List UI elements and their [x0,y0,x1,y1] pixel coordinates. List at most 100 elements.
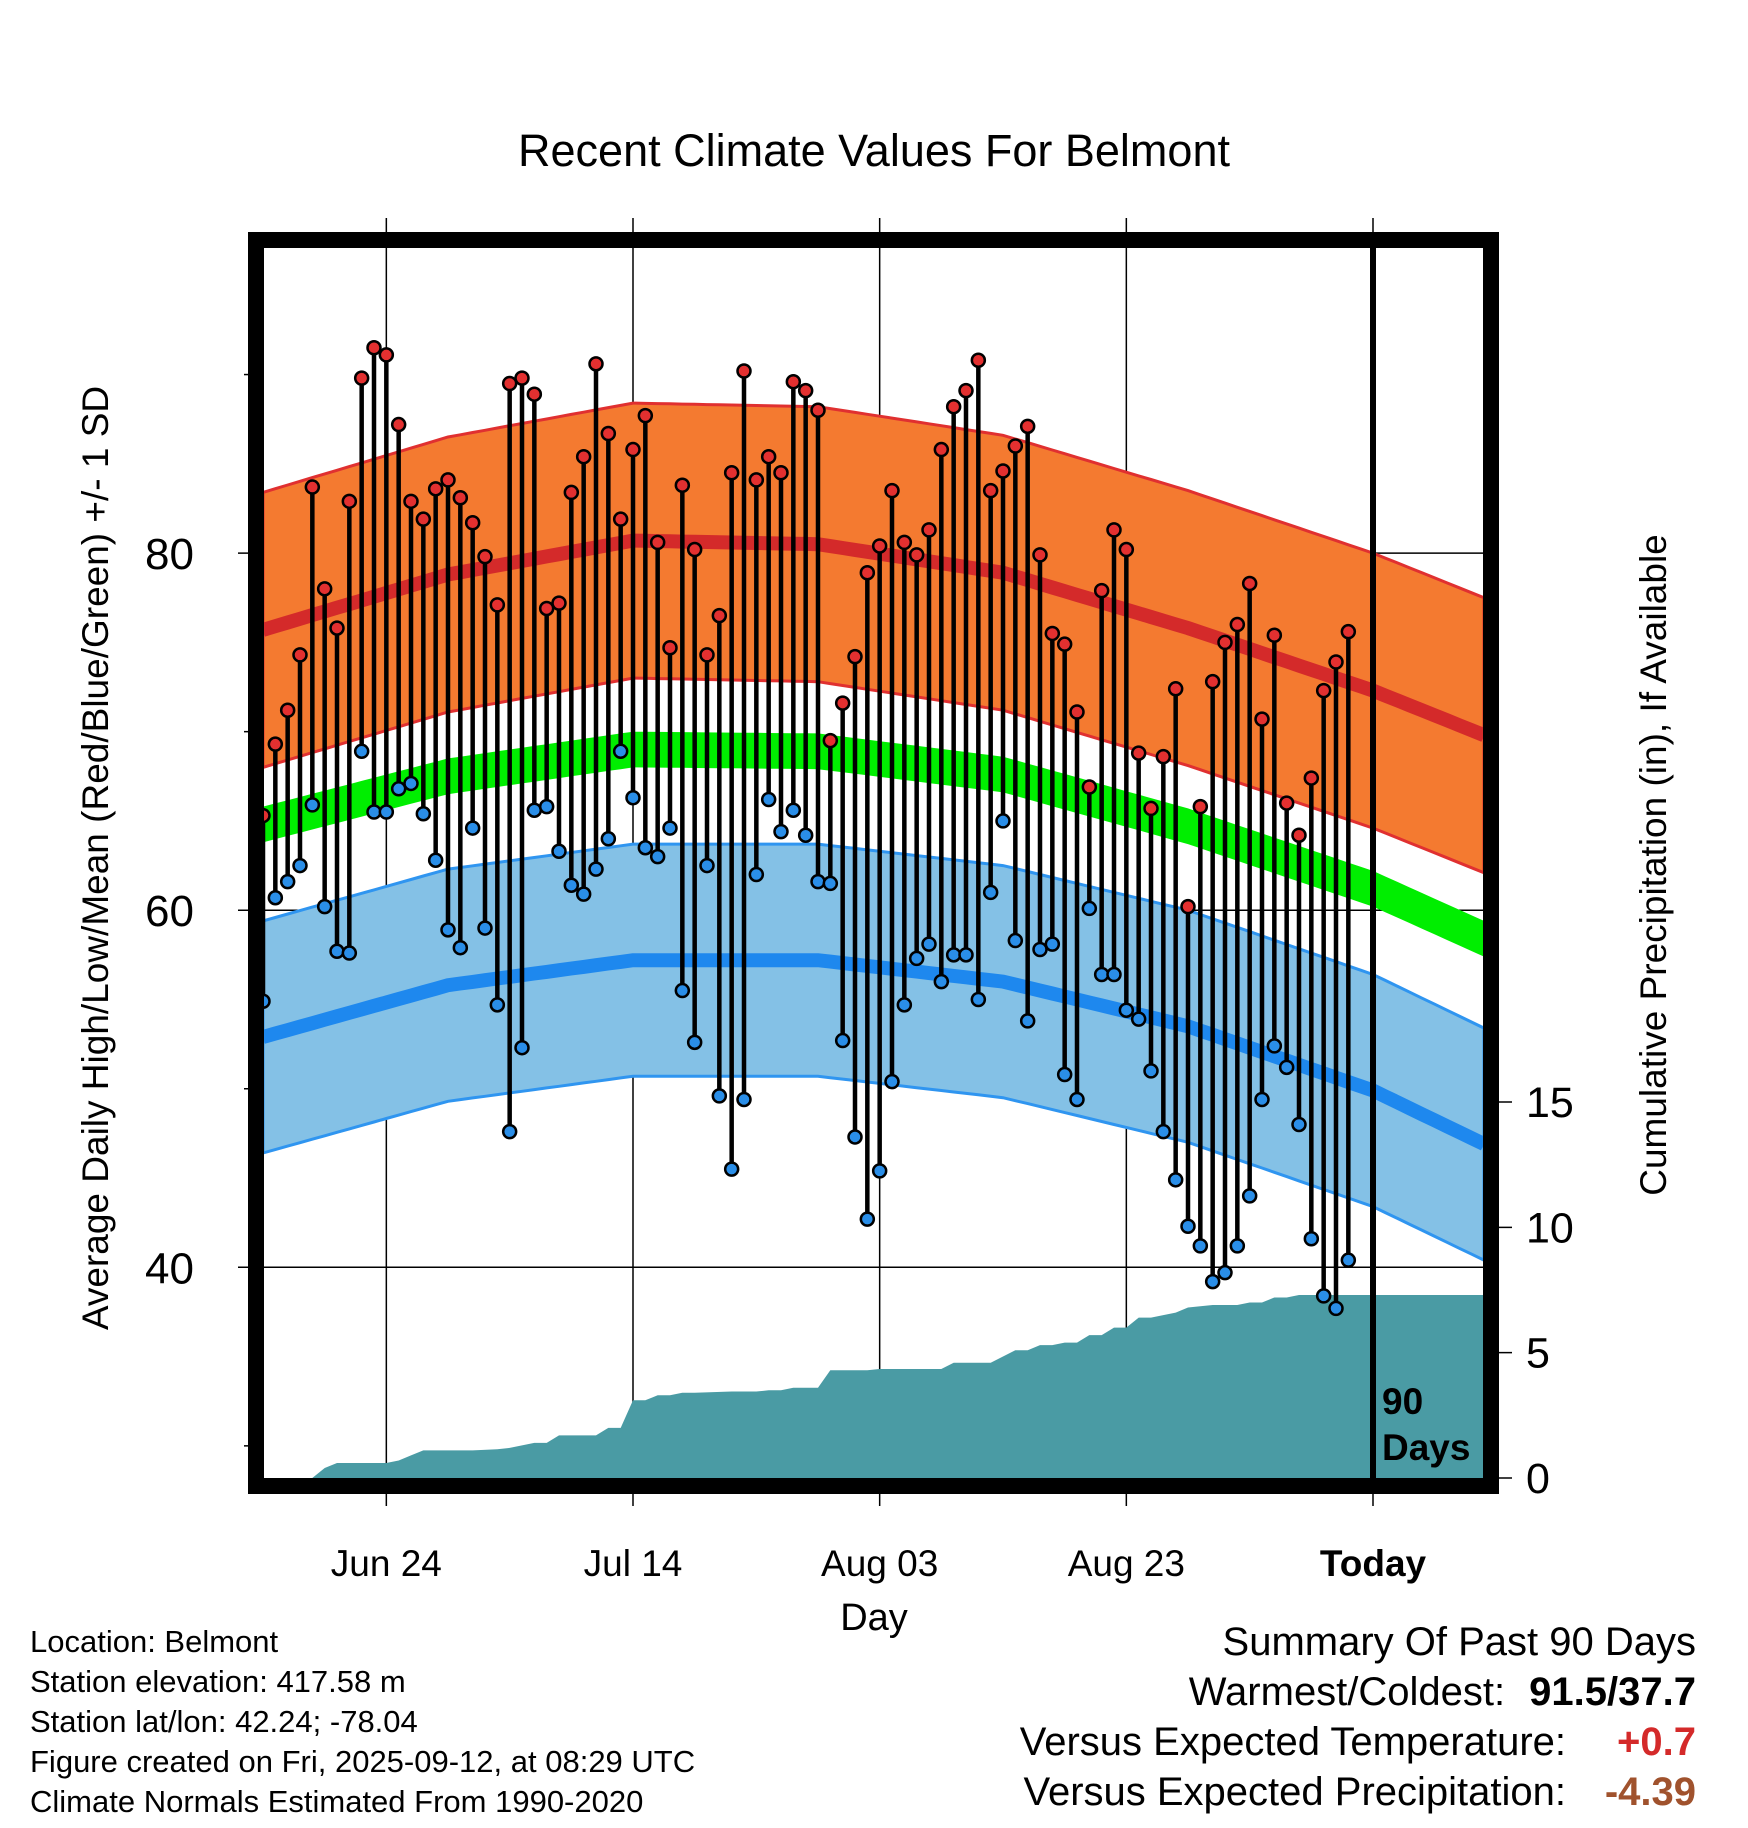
daily-high-point [958,382,974,399]
daily-high-point [366,340,382,356]
daily-low-point [847,1129,863,1145]
daily-low-point [415,806,432,822]
daily-low-point [263,993,271,1010]
daily-low-point [1204,1273,1221,1290]
daily-low-point [600,831,617,847]
daily-high-point [464,515,481,531]
daily-low-point [1229,1238,1246,1254]
daily-high-point [551,595,567,611]
daily-low-point [958,947,974,963]
slash-separator: / [1607,1670,1619,1714]
daily-high-point [1143,800,1159,817]
warmest-coldest-row: Warmest/Coldest: 91.5/37.7 [796,1667,1696,1717]
y2-tick-label: 0 [1526,1455,1550,1503]
y-axis-label: Average Daily High/Low/Mean (Red/Blue/Gr… [75,386,116,1330]
daily-low-point [797,827,814,843]
daily-low-point [1069,1091,1085,1108]
daily-high-point [1007,438,1024,454]
high-normal-line [263,533,1484,742]
daily-low-point [341,945,358,961]
daily-high-point [1167,681,1184,697]
daily-low-point [514,1039,530,1056]
daily-low-point [477,920,493,936]
precip-departure-value: -4.39 [1604,1770,1696,1814]
daily-low-point [1143,1063,1159,1079]
warmest-coldest-label: Warmest/Coldest: [1188,1670,1506,1714]
precip-label: Versus Expected Precipitation: [1023,1770,1566,1814]
daily-low-point [1278,1059,1295,1076]
normals-text: Climate Normals Estimated From 1990-2020 [30,1784,644,1819]
daily-low-point [353,743,370,760]
daily-high-point [1069,704,1085,720]
daily-low-point [390,781,407,797]
daily-high-point [785,373,802,390]
daily-high-point [1315,682,1332,699]
daily-low-point [1007,932,1024,949]
daily-high-point [440,472,456,488]
daily-low-point [452,939,469,956]
daily-high-point [501,375,518,392]
daily-high-point [995,463,1011,479]
daily-high-point [1093,582,1110,599]
daily-high-point [1155,748,1172,765]
daily-low-point [526,802,543,818]
daily-low-point [501,1123,518,1140]
daily-low-point [711,1088,728,1104]
daily-high-point [921,522,937,538]
daily-high-point [1328,654,1344,670]
daily-high-point [489,597,506,613]
daily-low-point [625,789,641,806]
y2-tick-label: 5 [1526,1330,1550,1378]
daily-low-point [1130,1011,1147,1027]
daily-high-point [1130,745,1147,761]
daily-high-point [773,465,789,481]
daily-low-point [563,877,580,893]
daily-high-point [625,441,641,458]
low-sd-band [263,842,1484,1262]
axes: 40 60 80 0 5 10 15 Jun 24 Jul 14 Aug 03 Aug 23 Toda… [145,373,1574,1584]
daily-low-point [834,1032,851,1049]
daily-low-point [1180,1218,1196,1234]
daily-high-point [575,448,592,465]
daily-low-point [674,982,691,999]
x-tick-label: Jun 24 [331,1543,442,1584]
daily-low-point [329,943,345,960]
daily-high-point [1303,770,1320,786]
daily-low-point [982,884,999,901]
temp-departure-value: +0.7 [1617,1720,1696,1764]
daily-low-point [1081,900,1098,917]
daily-high-point [1106,522,1122,538]
today-label-90: 90 [1382,1381,1423,1422]
daily-low-point [649,848,666,865]
y2-tick-label: 15 [1526,1079,1574,1127]
low-normal-line [263,953,1484,1151]
created-text: Figure created on Fri, 2025-09-12, at 08… [30,1744,696,1779]
daily-high-point [982,482,999,499]
daily-high-point [588,356,604,372]
daily-high-point [1229,616,1246,633]
y-tick-label: 40 [145,1244,194,1293]
daily-high-point [711,607,728,624]
summary-title: Summary Of Past 90 Days [1222,1620,1696,1664]
daily-high-point [637,407,654,424]
daily-low-point [366,804,382,820]
daily-low-point [279,873,296,890]
daily-high-point [1081,779,1098,795]
daily-low-point [871,1163,888,1179]
daily-low-point [304,797,321,813]
y2-axis-label: Cumulative Precipitation (in), If Availa… [1633,534,1674,1196]
daily-high-point [1278,795,1295,811]
daily-low-point [1106,966,1122,983]
daily-high-point [267,736,284,752]
daily-high-point [1118,541,1135,558]
daily-low-point [551,843,567,860]
warmest-value: 91.5 [1529,1670,1608,1714]
today-label-days: Days [1382,1427,1470,1468]
daily-high-point [403,493,419,510]
plot-area [263,340,1484,1478]
daily-high-point [908,547,925,563]
daily-high-point [822,732,839,749]
daily-low-point [1241,1188,1258,1204]
elevation-text: Station elevation: 417.58 m [30,1664,406,1699]
daily-low-point [896,997,913,1013]
